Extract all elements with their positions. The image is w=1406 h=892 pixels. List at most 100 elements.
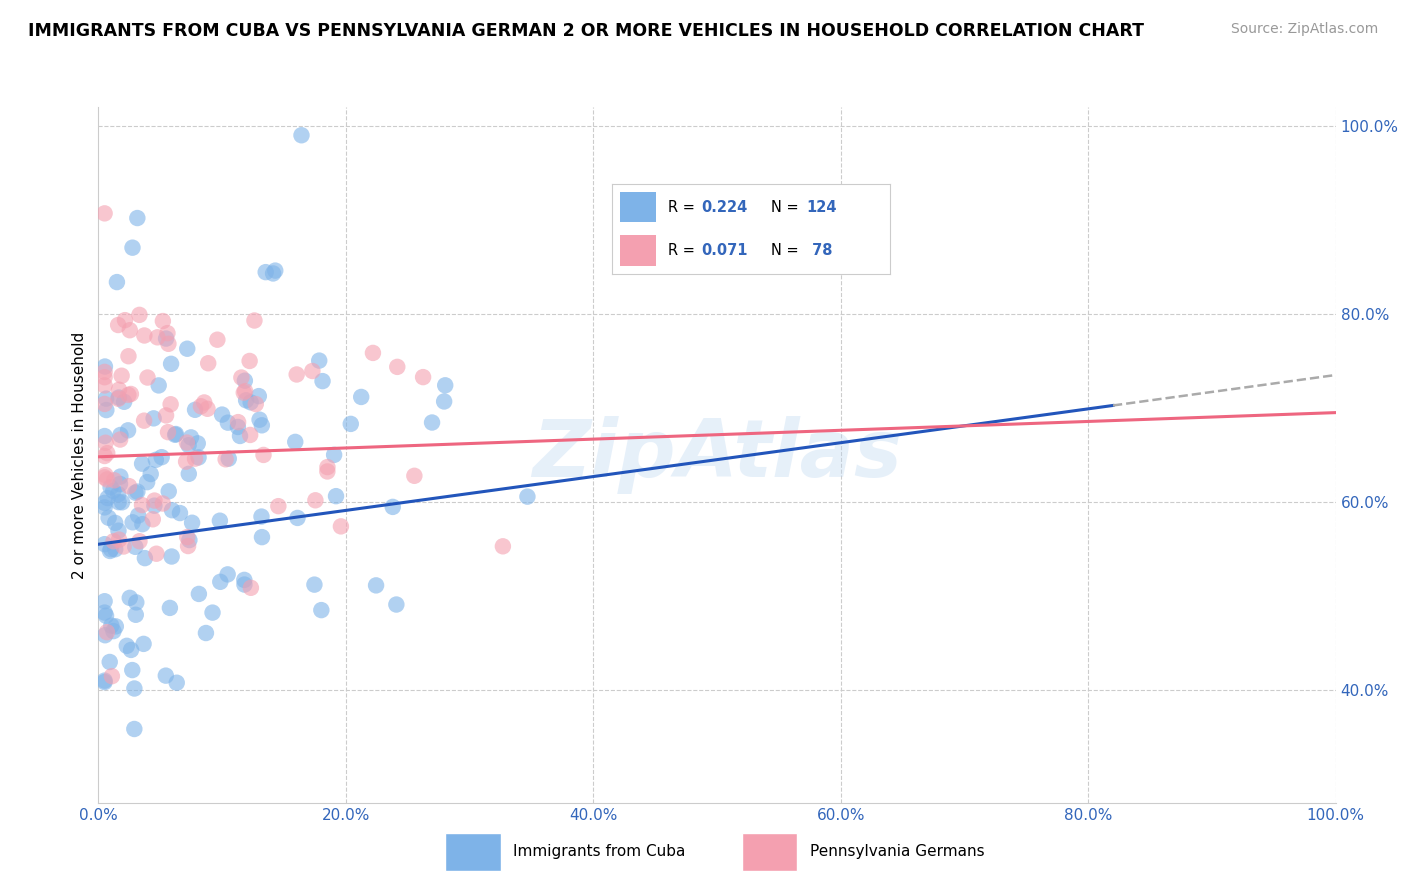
Point <box>197 356 219 370</box>
Point <box>142 411 165 425</box>
Point <box>160 503 183 517</box>
Point <box>120 387 142 401</box>
Point <box>420 416 443 430</box>
Point <box>250 509 273 524</box>
Point <box>146 330 169 344</box>
Point <box>136 370 159 384</box>
Point <box>350 390 373 404</box>
Point <box>100 542 122 557</box>
Point <box>128 534 150 549</box>
Point <box>323 448 346 462</box>
Text: N =: N = <box>770 200 803 215</box>
Point <box>325 489 347 503</box>
Point <box>114 313 136 327</box>
Point <box>94 468 117 483</box>
Point <box>197 401 219 416</box>
Point <box>108 533 131 547</box>
Point <box>233 577 256 591</box>
Point <box>159 397 181 411</box>
Point <box>93 675 115 690</box>
Point <box>169 506 191 520</box>
Point <box>232 385 254 400</box>
Point <box>143 493 166 508</box>
Point <box>174 455 197 469</box>
Point <box>176 435 198 450</box>
Point <box>301 364 323 378</box>
Point <box>190 399 212 413</box>
Point <box>187 450 209 465</box>
Point <box>184 451 207 466</box>
Point <box>128 308 150 322</box>
Point <box>94 392 117 406</box>
Point <box>127 484 149 499</box>
Point <box>100 618 122 632</box>
Point <box>93 496 115 510</box>
Point <box>125 607 148 622</box>
Point <box>94 608 117 623</box>
Point <box>155 332 177 346</box>
Point <box>180 430 202 444</box>
Point <box>160 549 183 564</box>
Point <box>93 206 115 220</box>
Point <box>226 420 249 434</box>
Point <box>93 606 115 620</box>
Point <box>267 499 290 513</box>
Text: Immigrants from Cuba: Immigrants from Cuba <box>513 845 685 859</box>
Text: 0.071: 0.071 <box>702 243 748 258</box>
Point <box>156 425 179 439</box>
Point <box>131 498 153 512</box>
Point <box>103 483 125 498</box>
Point <box>124 540 146 554</box>
Point <box>250 418 273 433</box>
Point <box>145 547 167 561</box>
Point <box>165 427 187 442</box>
Point <box>105 275 128 289</box>
Point <box>316 460 339 475</box>
Point <box>107 524 129 538</box>
Point <box>104 619 127 633</box>
Point <box>103 534 125 549</box>
FancyBboxPatch shape <box>620 235 657 266</box>
Point <box>239 354 262 368</box>
Point <box>148 378 170 392</box>
Point <box>124 681 146 696</box>
Point <box>94 359 117 374</box>
Point <box>108 391 131 405</box>
Text: Pennsylvania Germans: Pennsylvania Germans <box>810 845 984 859</box>
Point <box>217 567 239 582</box>
Point <box>157 484 180 499</box>
Point <box>226 415 249 429</box>
Text: IMMIGRANTS FROM CUBA VS PENNSYLVANIA GERMAN 2 OR MORE VEHICLES IN HOUSEHOLD CORR: IMMIGRANTS FROM CUBA VS PENNSYLVANIA GER… <box>28 22 1144 40</box>
Text: 0.224: 0.224 <box>702 200 747 215</box>
Point <box>177 539 200 553</box>
Point <box>155 409 177 423</box>
Point <box>97 510 120 524</box>
Point <box>93 673 115 688</box>
Point <box>121 241 143 255</box>
Point <box>252 448 274 462</box>
Point <box>176 342 198 356</box>
Point <box>107 318 129 332</box>
Point <box>134 551 156 566</box>
Point <box>233 573 256 587</box>
Point <box>117 423 139 437</box>
Point <box>329 519 352 533</box>
Point <box>165 427 187 442</box>
Point <box>108 383 131 397</box>
Point <box>217 416 239 430</box>
Point <box>404 468 426 483</box>
Point <box>125 595 148 609</box>
Point <box>287 511 309 525</box>
Point <box>103 624 125 639</box>
Point <box>98 655 121 669</box>
Point <box>143 499 166 513</box>
Point <box>412 370 434 384</box>
Point <box>150 450 173 465</box>
Point <box>311 374 333 388</box>
Point <box>96 446 118 460</box>
Point <box>285 368 308 382</box>
Point <box>93 594 115 608</box>
Point <box>177 467 200 481</box>
Text: Source: ZipAtlas.com: Source: ZipAtlas.com <box>1230 22 1378 37</box>
Point <box>132 414 155 428</box>
